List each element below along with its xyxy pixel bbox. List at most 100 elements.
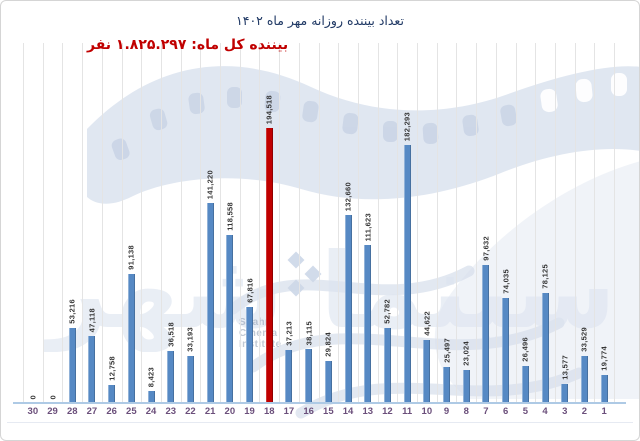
bar-slot: 13,577 [555, 43, 575, 403]
bar-slot: 12,758 [102, 43, 122, 403]
gridline [160, 43, 162, 403]
x-axis-line [13, 402, 626, 404]
x-axis-label: 15 [323, 406, 334, 417]
x-axis-label: 17 [283, 406, 295, 417]
bar-value-label: 36,518 [166, 322, 176, 347]
bar-value-label: 8,423 [146, 366, 156, 387]
x-axis-label: 27 [86, 406, 98, 417]
gridline [180, 43, 182, 403]
gridline [220, 43, 221, 403]
bar-value-label: 33,193 [185, 327, 195, 352]
bar-value-label: 25,497 [442, 338, 452, 363]
bar-value-label: 111,623 [363, 212, 373, 241]
bar-value-label: 78,125 [540, 264, 550, 289]
x-axis-label: 5 [522, 406, 528, 417]
x-axis-label: 16 [303, 406, 314, 417]
bar-slot: 91,138 [122, 43, 142, 403]
gridline [23, 43, 24, 403]
bar [364, 245, 372, 403]
bar [383, 328, 391, 403]
gridline [259, 43, 261, 403]
bottom-border-line [7, 422, 633, 423]
bar [167, 351, 175, 403]
bar-slot: 74,035 [496, 43, 516, 403]
bar-slot: 0 [23, 43, 43, 403]
x-axis-label: 2 [581, 406, 588, 417]
bar [246, 307, 254, 403]
bar-value-label: 12,758 [107, 356, 117, 381]
gridline [141, 43, 143, 403]
x-axis-label: 20 [224, 406, 236, 417]
x-axis-label: 19 [244, 406, 255, 417]
x-axis-label: 3 [562, 406, 568, 417]
bar-slot: 97,632 [476, 43, 496, 403]
highlighted-bar [265, 128, 273, 403]
x-axis-label: 24 [145, 406, 157, 417]
bar-slot: 194,518 [259, 43, 279, 403]
bar-slot: 23,024 [456, 43, 476, 403]
bar-value-label: 182,293 [402, 111, 412, 141]
gridline [397, 43, 399, 403]
bar-slot: 67,816 [240, 43, 260, 403]
gridline [42, 43, 44, 403]
bar-value-label: 52,782 [382, 299, 392, 324]
bar [305, 349, 313, 403]
bar [226, 235, 234, 403]
bar [127, 274, 135, 403]
bar-slot: 38,115 [299, 43, 319, 403]
gridline [239, 43, 241, 403]
bar [423, 340, 431, 403]
bar-slot: 118,558 [220, 43, 240, 403]
bar [443, 367, 451, 403]
bar-slot: 29,824 [319, 43, 339, 403]
bar-value-label: 29,824 [323, 332, 333, 357]
bar [580, 356, 588, 403]
bar [108, 385, 116, 403]
gridline [318, 43, 320, 403]
bar-slot: 47,118 [82, 43, 102, 403]
bar-value-label: 0 [48, 394, 58, 399]
bar-slot: 44,622 [417, 43, 437, 403]
bar-slot: 26,496 [516, 43, 536, 403]
x-axis-label: 25 [126, 406, 137, 417]
bar-value-label: 67,816 [245, 278, 255, 303]
bar-value-label: 38,115 [304, 320, 314, 345]
bar-value-label: 47,118 [87, 307, 97, 332]
x-axis-label: 14 [342, 406, 354, 417]
bar-value-label: 194,518 [264, 94, 274, 124]
bar-slot: 19,774 [594, 43, 614, 403]
plot-area: 0 0 53,216 47,118 12,758 91,138 8,423 36,518 33,… [23, 43, 616, 403]
x-axis-label: 30 [27, 406, 39, 417]
bar-value-label: 118,558 [225, 202, 235, 231]
gridline [417, 43, 418, 403]
bar [482, 265, 490, 403]
bar-value-label: 132,660 [343, 181, 353, 211]
bar [462, 370, 470, 403]
gridline [121, 43, 123, 403]
bar-value-label: 91,138 [126, 245, 136, 270]
x-axis-label: 23 [165, 406, 177, 417]
bar-slot: 182,293 [397, 43, 417, 403]
bar-value-label: 74,035 [501, 269, 511, 294]
bar [68, 328, 76, 403]
bar [206, 203, 214, 403]
bar [88, 336, 96, 403]
bar-value-label: 97,632 [481, 236, 491, 261]
bar-value-label: 26,496 [520, 337, 530, 362]
bar-value-label: 23,024 [461, 341, 471, 366]
bar-slot: 111,623 [358, 43, 378, 403]
bar-slot: 8,423 [141, 43, 161, 403]
x-axis-label: 11 [402, 406, 413, 417]
bar [147, 391, 155, 403]
x-axis-label: 22 [185, 406, 196, 417]
bar-value-label: 0 [28, 394, 38, 399]
x-axis-label: 13 [362, 406, 374, 417]
bar [324, 361, 332, 403]
bar-value-label: 19,774 [599, 346, 609, 371]
x-axis-label: 26 [106, 406, 117, 417]
x-axis-label: 12 [382, 406, 393, 417]
bar [502, 298, 510, 403]
gridline [82, 43, 84, 403]
bar-value-label: 53,216 [67, 299, 77, 324]
